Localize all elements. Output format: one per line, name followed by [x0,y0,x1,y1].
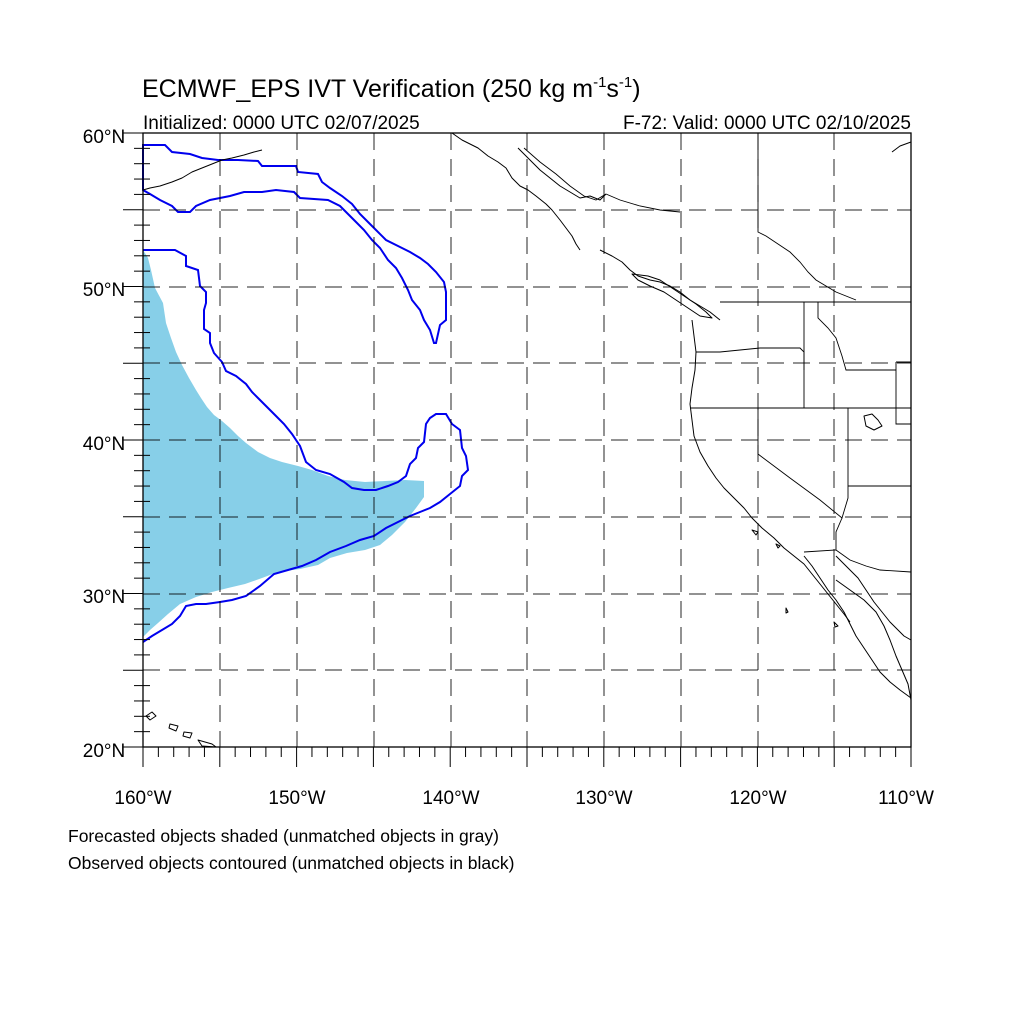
coastline-west-coast [689,319,851,623]
coastline-alaska-peninsula [142,149,263,191]
latitude-labels: 60°N 50°N 40°N 30°N 20°N [83,127,125,762]
lat-label-40n: 40°N [83,434,125,455]
idaho-border [803,302,896,408]
coastline-baja [803,555,912,699]
axis-ticks [123,132,912,767]
longitude-labels: 160°W 150°W 140°W 130°W 120°W 110°W [114,788,934,809]
map-title: ECMWF_EPS IVT Verification (250 kg m-1s-… [142,74,641,103]
map-plot-area [142,132,912,748]
lat-label-30n: 30°N [83,587,125,608]
coastline-hudson-bay-edge [891,141,912,153]
observed-object-atmospheric-river-contour [142,249,470,643]
lon-label-120w: 120°W [729,788,786,809]
forecast-object-shaded [143,250,424,637]
wyoming-border [895,361,911,425]
lon-label-160w: 160°W [114,788,171,809]
gridlines [143,133,911,747]
washington-oregon-border [696,347,805,370]
hawaii-islands [145,711,217,748]
lon-label-110w: 110°W [878,788,934,809]
coastline-vancouver-island [631,273,713,319]
channel-islands [751,529,839,628]
lon-label-150w: 150°W [268,788,325,809]
coastline-mainland-mexico [835,579,912,701]
coastline-bc [599,249,721,321]
coastline-alaska-south [451,132,581,251]
coastline-gulf-california [835,555,912,641]
lat-label-60n: 60°N [83,127,125,148]
valid-time: F-72: Valid: 0000 UTC 02/10/2025 [623,113,911,134]
great-salt-lake [863,413,883,431]
canada-province-border [757,133,857,301]
legend-observed-note: Observed objects contoured (unmatched ob… [68,853,515,873]
lon-label-140w: 140°W [422,788,479,809]
coastline-panhandle [517,147,607,201]
alaska-canada-border [523,147,607,201]
lat-label-20n: 20°N [83,741,125,762]
canada-interior-border [605,193,681,213]
legend-forecast-note: Forecasted objects shaded (unmatched obj… [68,826,499,846]
california-arizona-border [803,517,912,573]
lat-label-50n: 50°N [83,280,125,301]
observed-object-north-contour [142,144,447,344]
initialized-time: Initialized: 0000 UTC 02/07/2025 [143,113,420,134]
lon-label-130w: 130°W [575,788,632,809]
